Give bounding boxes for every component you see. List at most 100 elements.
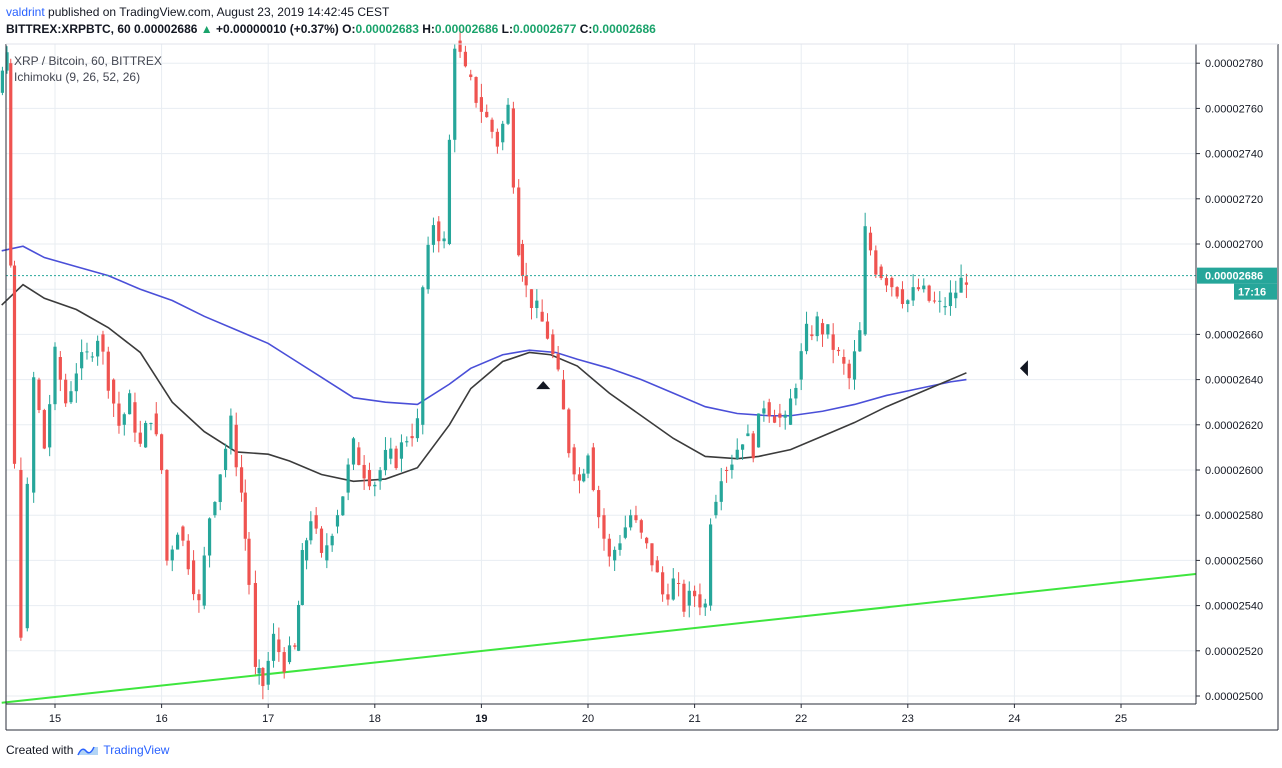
candle bbox=[847, 359, 851, 390]
candle-body bbox=[602, 515, 606, 539]
candle bbox=[661, 566, 665, 602]
time-axis[interactable] bbox=[6, 704, 1196, 730]
candle bbox=[693, 585, 697, 607]
candle-body bbox=[954, 292, 958, 299]
candle-body bbox=[852, 351, 857, 380]
candle bbox=[645, 536, 649, 549]
candle-body bbox=[948, 292, 953, 307]
candle-body bbox=[357, 447, 361, 465]
candle-body bbox=[335, 515, 340, 527]
candle bbox=[511, 101, 515, 194]
candle bbox=[501, 120, 505, 151]
candle-body bbox=[32, 377, 36, 493]
candle bbox=[351, 436, 356, 471]
candle-body bbox=[666, 594, 670, 600]
price-axis[interactable] bbox=[1196, 44, 1278, 704]
candle bbox=[561, 370, 566, 410]
candle bbox=[64, 373, 68, 407]
candle-body bbox=[74, 373, 78, 392]
candle bbox=[378, 467, 382, 490]
candle bbox=[218, 474, 222, 511]
candle-body bbox=[266, 660, 270, 685]
candle-body bbox=[170, 549, 174, 561]
candle bbox=[746, 424, 750, 437]
candle-body bbox=[9, 63, 13, 266]
candle-body bbox=[629, 515, 633, 528]
candle bbox=[479, 83, 483, 123]
candle bbox=[719, 467, 723, 511]
candle-body bbox=[524, 275, 528, 286]
candle bbox=[597, 485, 601, 529]
candle bbox=[96, 335, 100, 366]
candle-body bbox=[213, 502, 217, 516]
candle-body bbox=[820, 323, 825, 335]
candle-body bbox=[943, 306, 947, 308]
tradingview-brand[interactable]: TradingView bbox=[103, 743, 170, 757]
candle-body bbox=[831, 334, 835, 350]
candle bbox=[154, 402, 158, 437]
candle-body bbox=[724, 470, 729, 471]
price-tick-label: 0.00002780 bbox=[1205, 58, 1263, 70]
date-tick-label: 24 bbox=[1008, 713, 1020, 725]
candle bbox=[138, 420, 142, 447]
candle-body bbox=[551, 334, 555, 355]
candle bbox=[170, 545, 174, 572]
candle bbox=[836, 347, 841, 356]
date-tick-label: 25 bbox=[1115, 713, 1127, 725]
candle bbox=[32, 371, 36, 503]
price-tick-label: 0.00002660 bbox=[1205, 329, 1263, 341]
candle bbox=[453, 43, 457, 153]
candle bbox=[666, 583, 670, 606]
candle-body bbox=[671, 578, 675, 600]
candle bbox=[623, 515, 627, 540]
candle-body bbox=[112, 379, 116, 404]
candle-body bbox=[868, 232, 873, 251]
candle bbox=[373, 481, 377, 497]
candle bbox=[916, 278, 921, 292]
candle-body bbox=[117, 403, 121, 426]
candle bbox=[788, 388, 793, 425]
candle-body bbox=[740, 444, 745, 450]
candle-body bbox=[618, 543, 622, 550]
candle bbox=[399, 434, 404, 472]
candle-body bbox=[895, 287, 899, 297]
candle-body bbox=[405, 441, 409, 443]
candle bbox=[149, 422, 153, 431]
legend-indicator[interactable]: Ichimoku (9, 26, 52, 26) bbox=[14, 70, 141, 84]
candle bbox=[282, 647, 286, 679]
candle-body bbox=[261, 667, 265, 687]
candle-body bbox=[373, 484, 377, 487]
candle-body bbox=[623, 527, 627, 538]
candle bbox=[426, 236, 430, 294]
candle-body bbox=[367, 470, 372, 487]
candle-body bbox=[772, 416, 777, 423]
tradingview-logo-icon bbox=[77, 746, 99, 756]
change-up-icon: ▲ bbox=[200, 22, 213, 36]
candle-body bbox=[842, 357, 846, 364]
candle-body bbox=[751, 433, 755, 459]
candle-body bbox=[545, 321, 550, 339]
legend-title[interactable]: XRP / Bitcoin, 60, BITTREX bbox=[14, 54, 162, 68]
candle-body bbox=[277, 639, 281, 653]
date-tick-label: 17 bbox=[262, 713, 274, 725]
candle bbox=[868, 226, 873, 256]
candle bbox=[545, 313, 550, 340]
candle bbox=[144, 420, 148, 448]
candle-body bbox=[708, 524, 713, 606]
candle bbox=[314, 507, 318, 534]
candle bbox=[629, 509, 633, 531]
candle-body bbox=[495, 131, 499, 147]
candle-body bbox=[719, 481, 723, 502]
candle-body bbox=[890, 277, 894, 288]
candle bbox=[261, 666, 265, 700]
candle-body bbox=[794, 387, 798, 399]
candle-body bbox=[932, 300, 937, 302]
candle bbox=[106, 346, 110, 399]
candle-body bbox=[655, 560, 659, 573]
publisher-name[interactable]: valdrint bbox=[6, 5, 45, 19]
candle bbox=[431, 217, 436, 253]
price-tick-label: 0.00002760 bbox=[1205, 103, 1263, 115]
candle bbox=[160, 433, 164, 474]
candle-body bbox=[90, 356, 94, 358]
